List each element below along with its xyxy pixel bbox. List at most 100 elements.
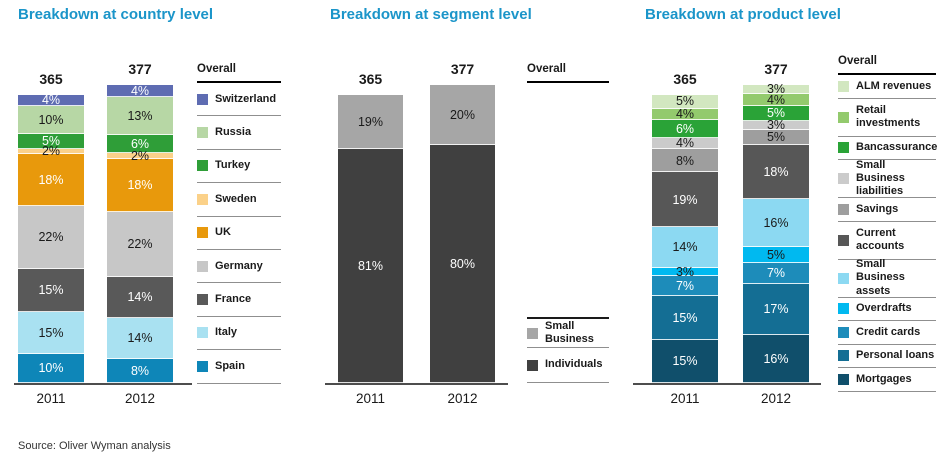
legend-item-turkey: Turkey	[197, 150, 281, 184]
x-axis-category-label: 2012	[447, 391, 478, 406]
legend-item-russia: Russia	[197, 116, 281, 150]
legend-item-small-business-assets: Small Business assets	[838, 258, 936, 298]
segment-value-label: 15%	[672, 310, 698, 325]
segment-retail-investments: 4%	[652, 108, 718, 121]
legend-swatch-mortgages	[838, 373, 849, 385]
legend-items: Small Business Individuals	[527, 317, 609, 383]
segment-value-label: 8%	[130, 363, 150, 378]
segment-value-label: 8%	[675, 153, 695, 168]
segment-uk: 18%	[107, 158, 173, 212]
segment-overdrafts: 5%	[743, 247, 809, 263]
legend-item-label: Sweden	[215, 192, 257, 205]
segment-value-label: 5%	[766, 130, 786, 145]
legend-item-label: Mortgages	[856, 372, 912, 385]
legend-country: Overall Switzerland Russia Turkey Sweden UK Ge…	[197, 60, 281, 384]
legend-swatch-turkey	[197, 160, 208, 172]
legend-item-small-business-liabilities: Small Business liabilities	[838, 159, 936, 198]
bar-2011: 4% 10% 5% 2% 18% 22% 15% 15% 10%	[18, 92, 84, 384]
legend-items: Switzerland Russia Turkey Sweden UK Germany Fr…	[197, 83, 281, 384]
legend-item-label: Switzerland	[215, 92, 277, 105]
chart-title-country: Breakdown at country level	[18, 6, 214, 23]
segment-value-label: 19%	[672, 192, 698, 207]
segment-value-label: 15%	[672, 354, 698, 369]
legend-item-bancassurance: Bancassurance	[838, 137, 938, 160]
legend-swatch-small-business	[527, 327, 538, 339]
legend-item-label: Turkey	[215, 159, 251, 172]
segment-value-label: 3%	[766, 82, 786, 97]
bar-total-label: 377	[450, 61, 475, 77]
segment-value-label: 13%	[127, 108, 153, 123]
segment-value-label: 22%	[38, 230, 64, 245]
segment-value-label: 18%	[38, 172, 64, 187]
legend-item-label: Overdrafts	[856, 302, 912, 315]
legend-title: Overall	[838, 52, 936, 75]
legend-item-retail-investments: Retail investments	[838, 99, 936, 137]
x-axis-category-label: 2012	[760, 391, 792, 406]
legend-swatch-alm-revenues	[838, 80, 849, 92]
segment-germany: 22%	[107, 211, 173, 277]
legend-item-germany: Germany	[197, 250, 281, 284]
bar-2011: 19% 81%	[338, 94, 403, 383]
segment-spain: 10%	[18, 354, 84, 383]
segment-france: 15%	[18, 268, 84, 312]
segment-value-label: 16%	[763, 216, 789, 231]
legend-item-label: Small Business assets	[856, 258, 905, 297]
segment-value-label: 6%	[675, 121, 695, 136]
segment-small-business-liabilities: 4%	[652, 137, 718, 150]
chart-title-segment: Breakdown at segment level	[330, 6, 532, 23]
legend-item-label: UK	[215, 226, 231, 239]
segment-credit-cards: 7%	[652, 276, 718, 297]
legend-swatch-savings	[838, 203, 849, 215]
segment-value-label: 19%	[357, 114, 384, 129]
segment-value-label: 3%	[766, 118, 786, 133]
legend-swatch-italy	[197, 327, 208, 339]
segment-alm-revenues: 3%	[743, 82, 809, 97]
segment-alm-revenues: 5%	[652, 94, 718, 109]
legend-swatch-current-accounts	[838, 234, 849, 246]
plot-product: 5% 4% 6% 4% 8% 19% 14% 3% 7% 15% 15% 365 2011 3% 4% 5% 3…	[633, 50, 821, 406]
segment-overdrafts: 3%	[652, 266, 718, 278]
segment-small-business-assets: 16%	[743, 199, 809, 248]
legend-swatch-small-business-assets	[838, 272, 849, 284]
legend-item-label: Savings	[856, 202, 899, 215]
legend-swatch-personal-loans	[838, 350, 849, 362]
legend-product: Overall ALM revenues Retail investments Ban…	[838, 52, 938, 392]
segment-individuals: 81%	[338, 149, 403, 383]
legend-item-label: Spain	[215, 359, 245, 372]
legend-item-label: Current accounts	[856, 226, 905, 252]
legend-swatch-russia	[197, 127, 208, 139]
bar-total-label: 365	[39, 70, 63, 87]
segment-savings: 5%	[743, 130, 809, 146]
legend-title: Overall	[197, 60, 281, 83]
segment-value-label: 4%	[41, 92, 61, 107]
legend-item-label: Individuals	[545, 358, 603, 371]
segment-value-label: 81%	[357, 258, 384, 273]
legend-item-label: Personal loans	[856, 349, 935, 362]
segment-value-label: 20%	[449, 107, 476, 122]
x-axis-category-label: 2011	[670, 391, 700, 406]
legend-item-current-accounts: Current accounts	[838, 222, 936, 260]
segment-value-label: 7%	[675, 279, 695, 294]
segment-current-accounts: 19%	[652, 172, 718, 228]
segment-bancassurance: 5%	[743, 106, 809, 122]
legend-item-label: ALM revenues	[856, 79, 932, 92]
segment-value-label: 14%	[127, 290, 153, 305]
legend-swatch-spain	[197, 360, 208, 372]
legend-items: ALM revenues Retail investments Bancassura…	[838, 75, 938, 392]
bar-2012: 4% 13% 6% 2% 18% 22% 14% 14% 8%	[107, 85, 173, 383]
segment-value-label: 7%	[766, 265, 786, 280]
bar-total-label: 365	[673, 70, 697, 87]
segment-current-accounts: 18%	[743, 145, 809, 200]
legend-item-label: Bancassurance	[856, 141, 938, 154]
legend-swatch-france	[197, 294, 208, 306]
bar-total-label: 377	[764, 61, 788, 77]
segment-retail-investments: 4%	[743, 92, 809, 107]
legend-item-france: France	[197, 283, 281, 317]
segment-value-label: 2%	[41, 144, 61, 159]
legend-swatch-bancassurance	[838, 142, 849, 154]
segment-value-label: 4%	[766, 92, 786, 107]
segment-personal-loans: 17%	[743, 283, 809, 335]
segment-italy: 15%	[18, 311, 84, 355]
legend-item-overdrafts: Overdrafts	[838, 298, 936, 321]
